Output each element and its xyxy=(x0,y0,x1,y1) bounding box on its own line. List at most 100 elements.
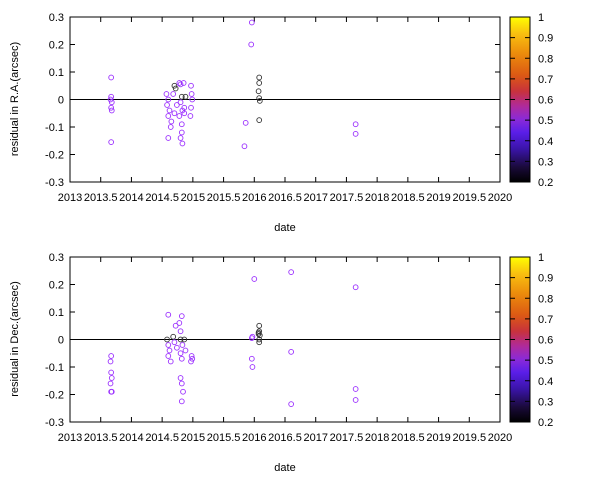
data-point xyxy=(241,143,248,150)
data-point xyxy=(188,353,195,359)
data-point xyxy=(189,355,196,362)
data-point xyxy=(107,358,114,365)
data-point xyxy=(165,113,172,119)
data-point xyxy=(171,339,178,346)
x-tick-label: 2018 xyxy=(365,192,389,204)
data-point xyxy=(108,369,115,376)
x-tick-label: 2014.5 xyxy=(145,192,179,204)
y-tick-label: 0.1 xyxy=(49,67,64,79)
data-point xyxy=(256,332,263,339)
data-point xyxy=(256,117,263,123)
data-point xyxy=(108,104,115,111)
data-point xyxy=(188,358,194,365)
x-tick-label: 2019 xyxy=(426,192,450,204)
data-point xyxy=(176,80,183,86)
colorbar-tick-label: 0.7 xyxy=(538,74,553,86)
data-point xyxy=(352,397,359,403)
data-point xyxy=(288,269,294,275)
y-tick-label: -0.3 xyxy=(45,177,64,189)
y-axis-label: residual in Dec.(arcsec) xyxy=(9,281,21,397)
data-point xyxy=(165,96,172,103)
colorbar-tick-label: 0.6 xyxy=(538,335,553,347)
data-point xyxy=(171,82,178,89)
y-tick-label: 0.3 xyxy=(49,252,64,264)
data-point xyxy=(176,320,183,326)
data-point xyxy=(108,107,115,114)
colorbar: 1 0.9 0.8 0.7 0.6 0.5 0.4 0.3 0.2 xyxy=(509,252,553,429)
colorbar: 1 0.9 0.8 0.7 0.6 0.5 0.4 0.3 0.2 xyxy=(509,12,553,189)
colorbar-tick-label: 0.8 xyxy=(538,293,553,305)
data-point xyxy=(172,322,179,329)
data-point xyxy=(288,349,294,355)
colorbar-tick-label: 0.5 xyxy=(538,355,553,367)
colorbar-tick-label: 0.2 xyxy=(538,177,553,189)
colorbar-tick-label: 0.7 xyxy=(538,314,553,326)
x-tick-label: 2020 xyxy=(488,192,512,204)
data-point xyxy=(177,336,184,343)
data-point xyxy=(256,322,263,329)
data-point xyxy=(256,74,263,81)
y-tick-label: -0.2 xyxy=(45,150,64,162)
x-tick-label: 2018.5 xyxy=(391,192,425,204)
data-point xyxy=(256,339,263,346)
data-point xyxy=(174,344,180,351)
data-point xyxy=(181,336,188,343)
x-tick-label: 2013.5 xyxy=(84,192,118,204)
data-point xyxy=(163,91,170,97)
data-point xyxy=(170,333,177,340)
data-point xyxy=(107,96,114,103)
data-point xyxy=(187,113,194,119)
x-tick-label: 2018.5 xyxy=(391,432,425,444)
y-axis-label: residual in R.A.(arcsec) xyxy=(9,42,21,156)
data-point xyxy=(170,91,177,97)
data-point xyxy=(177,375,184,381)
data-point xyxy=(174,102,180,108)
data-point xyxy=(167,124,174,130)
data-point xyxy=(249,364,256,370)
ra-residual-plot: 2013 2013.5 2014 2014.5 2015 2015.5 2016 2016.5… xyxy=(9,12,553,234)
data-point xyxy=(248,41,255,48)
data-point xyxy=(108,74,115,81)
colorbar-tick-label: 0.6 xyxy=(538,95,553,107)
data-point xyxy=(182,93,189,100)
data-point xyxy=(176,113,183,119)
data-point xyxy=(179,342,186,348)
data-point xyxy=(108,99,115,106)
x-axis-label: date xyxy=(274,462,295,474)
data-point xyxy=(188,82,194,89)
y-tick-label: 0.3 xyxy=(49,12,64,24)
y-tick-label: -0.3 xyxy=(45,417,64,429)
data-point xyxy=(164,102,170,108)
data-point xyxy=(288,401,294,407)
data-point xyxy=(181,110,188,117)
data-point xyxy=(172,85,179,92)
x-tick-label: 2014 xyxy=(119,432,143,444)
data-point xyxy=(165,135,172,141)
y-tick-label: 0 xyxy=(58,95,64,107)
colorbar-tick-label: 0.4 xyxy=(538,376,553,388)
data-point xyxy=(255,88,262,95)
data-point xyxy=(180,388,186,395)
data-point xyxy=(256,336,263,343)
data-point xyxy=(179,140,186,147)
data-point xyxy=(177,99,184,106)
x-tick-label: 2019.5 xyxy=(452,192,486,204)
x-tick-label: 2013.5 xyxy=(84,432,118,444)
y-tick-label: 0.2 xyxy=(49,40,64,52)
x-tick-label: 2020 xyxy=(488,432,512,444)
data-point xyxy=(248,335,255,341)
x-tick-label: 2019 xyxy=(426,432,450,444)
colorbar-tick-label: 0.3 xyxy=(538,396,553,408)
data-point xyxy=(108,353,115,359)
data-point xyxy=(108,388,115,395)
colorbar-tick-label: 0.3 xyxy=(538,156,553,168)
data-point xyxy=(251,276,258,282)
data-point xyxy=(182,347,189,354)
data-point xyxy=(165,353,172,359)
data-point xyxy=(242,120,249,126)
data-point xyxy=(168,118,175,125)
y-tick-label: 0 xyxy=(58,335,64,347)
y-tick-label: -0.1 xyxy=(45,362,64,374)
data-point xyxy=(178,313,185,319)
